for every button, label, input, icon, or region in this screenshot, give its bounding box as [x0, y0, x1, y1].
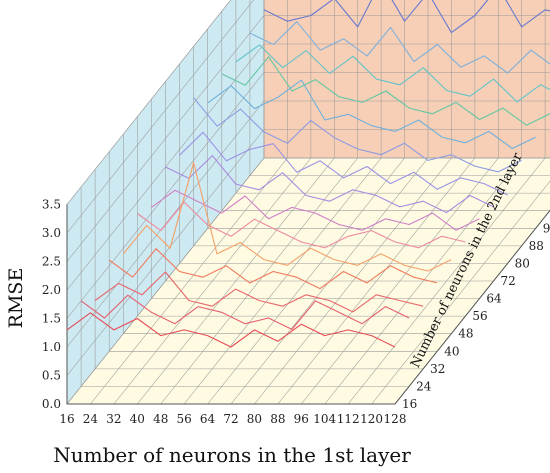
series-line-104	[221, 56, 550, 126]
series-line-32	[94, 271, 424, 313]
grid-line-z	[66, 157, 550, 405]
z-tick-labels: 0.0 0.5 1.0 1.5 2.0 2.5 3.0 3.5	[42, 198, 61, 412]
y-tick-label: 80	[515, 256, 530, 270]
chart-walls	[66, 0, 550, 405]
z-tick-label: 1.5	[42, 312, 61, 326]
series-line-96	[207, 79, 536, 150]
y-tick-label: 96	[543, 221, 550, 235]
series-line-128	[263, 0, 550, 34]
x-tick-label: 112	[337, 412, 360, 426]
series-line-112	[235, 44, 550, 103]
grid-line-x	[371, 180, 550, 405]
z-tick-label: 3.5	[42, 198, 61, 212]
grid-line-z	[66, 43, 550, 291]
x-tick-label: 16	[59, 412, 74, 426]
z-tick-label: 0.0	[42, 397, 61, 411]
x-tick-label: 120	[360, 412, 383, 426]
series-line-48	[122, 162, 452, 272]
z-tick-label: 2.5	[42, 255, 61, 269]
grid-line-z	[66, 15, 550, 262]
series-line-72	[165, 155, 494, 214]
grid-line-z	[66, 0, 254, 234]
x-tick-labels: 16 24 32 40 48 56 64 72 80 88 96 104 112 120 128	[59, 412, 406, 426]
series-line-88	[193, 97, 522, 173]
y-axis-line	[394, 209, 550, 405]
z-axis-label: RMSE	[5, 268, 27, 329]
grid-line-z	[66, 100, 550, 348]
x-tick-label: 104	[313, 412, 336, 426]
z-tick-label: 1.0	[42, 340, 61, 354]
series-line-120	[249, 21, 550, 74]
grid-line-z	[66, 129, 550, 376]
y-tick-label: 48	[458, 327, 473, 341]
x-tick-label: 56	[177, 412, 192, 426]
series-line-56	[137, 201, 466, 249]
x-tick-label: 32	[106, 412, 121, 426]
y-tick-label: 40	[444, 344, 459, 358]
x-tick-label: 88	[270, 412, 285, 426]
x-tick-label: 24	[83, 412, 99, 426]
y-tick-label: 72	[501, 274, 516, 288]
y-tick-label: 32	[430, 362, 445, 376]
grid-line-z	[66, 72, 550, 319]
x-tick-label: 40	[130, 412, 145, 426]
series-line-80	[179, 131, 508, 196]
series-line-40	[108, 248, 438, 290]
grid-line-z	[66, 0, 232, 205]
x-axis-label: Number of neurons in the 1st layer	[53, 443, 411, 467]
x-tick-label: 128	[384, 412, 407, 426]
series-line-24	[80, 294, 410, 330]
z-tick-label: 3.0	[42, 226, 61, 240]
y-tick-label: 88	[529, 239, 544, 253]
series-lines	[66, 0, 550, 348]
x-tick-label: 72	[223, 412, 238, 426]
x-tick-label: 64	[200, 412, 216, 426]
y-tick-label: 56	[472, 309, 487, 323]
x-tick-label: 48	[153, 412, 168, 426]
x-tick-label: 96	[294, 412, 309, 426]
y-tick-label: 24	[416, 379, 432, 393]
x-tick-label: 80	[247, 412, 262, 426]
y-tick-label: 64	[486, 292, 502, 306]
series-line-64	[151, 189, 480, 231]
y-tick-label: 16	[402, 397, 417, 411]
series-line-16	[66, 312, 396, 348]
z-tick-label: 0.5	[42, 369, 61, 383]
z-tick-label: 2.0	[42, 283, 61, 297]
